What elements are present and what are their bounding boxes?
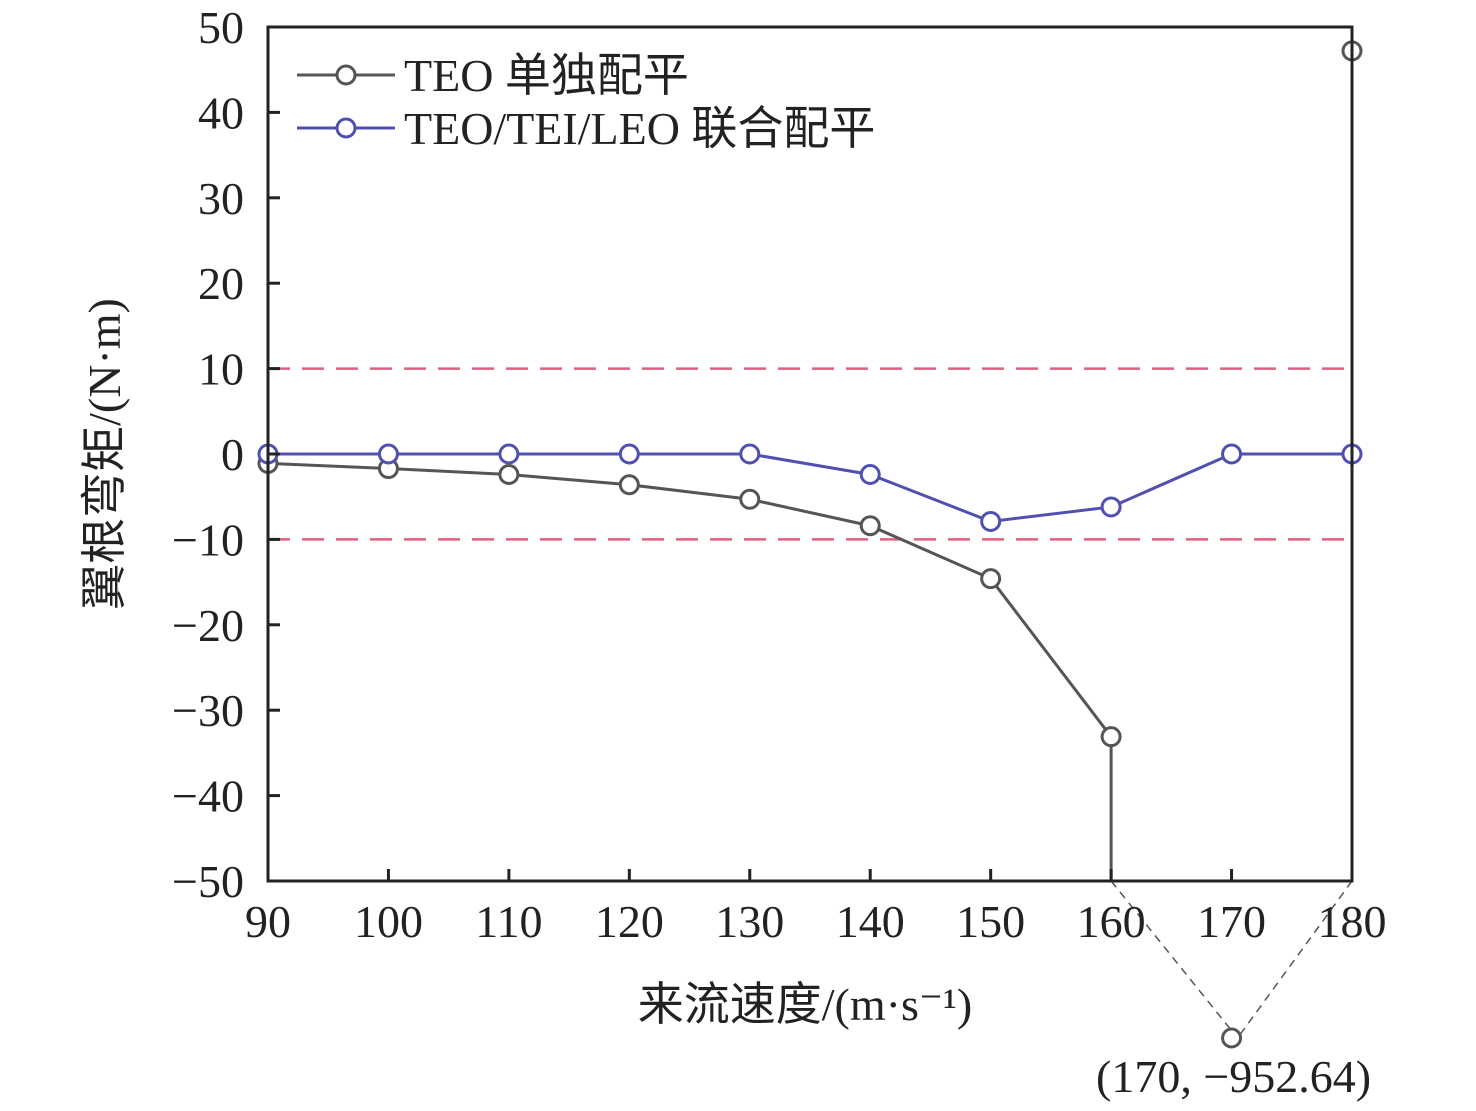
y-tick-label: −20 [172, 600, 244, 651]
series-line-segment [989, 577, 1113, 738]
series-point [498, 443, 520, 465]
series-point [1100, 726, 1122, 748]
series-point [980, 510, 1002, 532]
series-point [739, 488, 761, 510]
x-tick-label: 100 [354, 896, 423, 947]
series-layer [257, 40, 1363, 1049]
series-point [377, 443, 399, 465]
x-tick-label: 90 [245, 896, 291, 947]
x-tick-label: 150 [956, 896, 1025, 947]
legend-label: TEO 单独配平 [404, 50, 689, 101]
legend-label: TEO/TEI/LEO 联合配平 [404, 103, 875, 154]
legend-marker [335, 117, 357, 139]
series-line-segment [508, 473, 630, 487]
y-tick-label: −30 [172, 685, 244, 736]
series-point [980, 568, 1002, 590]
x-tick-label: 170 [1197, 896, 1266, 947]
y-tick-label: 10 [198, 344, 244, 395]
x-tick-label: 120 [595, 896, 664, 947]
series-line-segment [267, 461, 389, 471]
series-point [1221, 443, 1243, 465]
y-tick-label: 0 [221, 429, 244, 480]
reference-lines [268, 367, 1352, 541]
series-point [498, 463, 520, 485]
series-line-segment [749, 497, 871, 528]
y-tick-label: −40 [172, 771, 244, 822]
annotation-label: (170, −952.64) [1096, 1051, 1371, 1102]
series-line-segment [1110, 452, 1233, 509]
x-axis-label: 来流速度/(m·s⁻¹) [638, 979, 973, 1030]
y-axis-label: 翼根弯矩/(N·m) [79, 298, 130, 610]
x-tick-label: 110 [475, 896, 542, 947]
x-tick-label: 140 [836, 896, 905, 947]
legend-marker [335, 64, 357, 86]
series-point [1221, 1027, 1243, 1049]
y-tick-label: −50 [172, 856, 244, 907]
series-line-segment [990, 505, 1112, 523]
series-point [739, 443, 761, 465]
series-0 [257, 40, 1363, 1049]
y-tick-label: 40 [198, 87, 244, 138]
series-line-segment [869, 473, 992, 523]
series-line-segment [749, 452, 871, 476]
series-point [1100, 496, 1122, 518]
series-point [859, 463, 881, 485]
y-tick-label: −10 [172, 514, 244, 565]
x-tick-label: 180 [1318, 896, 1387, 947]
y-tick-label: 20 [198, 258, 244, 309]
y-tick-label: 50 [198, 2, 244, 53]
series-line-offscale [1110, 880, 1239, 1039]
series-line-offscale [1236, 880, 1353, 1039]
series-point [618, 443, 640, 465]
x-tick-label: 130 [715, 896, 784, 947]
series-line-segment [629, 483, 750, 501]
series-point [618, 474, 640, 496]
x-tick-label: 160 [1077, 896, 1146, 947]
series-1 [257, 443, 1363, 532]
series-line-segment [869, 524, 992, 581]
series-line-segment [388, 467, 509, 476]
y-tick-label: 30 [198, 173, 244, 224]
series-point [859, 515, 881, 537]
